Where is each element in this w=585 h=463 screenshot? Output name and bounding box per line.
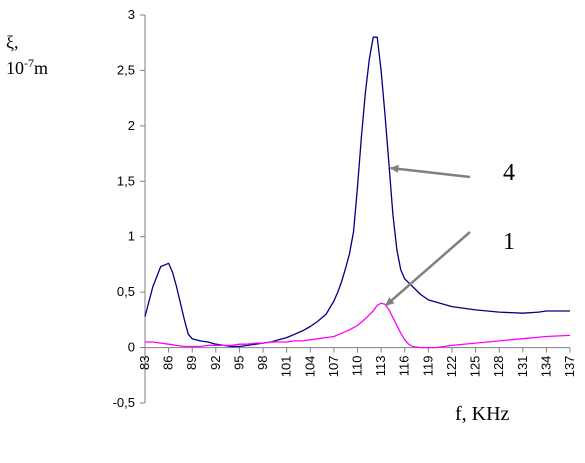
x-tick-label: 119 xyxy=(420,356,435,377)
x-tick-label: 98 xyxy=(255,356,270,370)
x-tick-label: 116 xyxy=(397,356,412,377)
x-tick-label: 107 xyxy=(326,356,341,378)
x-tick-label: 131 xyxy=(515,356,530,378)
series-group xyxy=(144,36,571,349)
y-tick-label: 2,5 xyxy=(117,62,135,77)
annotation-label-1: 1 xyxy=(503,229,515,255)
x-tick-label: 128 xyxy=(491,356,506,378)
series-line-1 xyxy=(145,302,571,349)
x-tick-label: 89 xyxy=(184,356,199,370)
y-tick-label: 0,5 xyxy=(117,284,135,299)
x-tick-label: 95 xyxy=(231,356,246,370)
x-tick-label: 113 xyxy=(373,356,388,377)
y-tick-label: 1 xyxy=(128,229,135,244)
annotations: 41 xyxy=(385,160,515,307)
y-tick-label: 0 xyxy=(128,340,135,355)
annotation-label-4: 4 xyxy=(503,160,515,186)
y-tick-label: 3 xyxy=(128,7,135,22)
annotation-arrow-1 xyxy=(385,231,471,307)
y-axis-symbol: ξ, xyxy=(6,32,19,52)
annotation-arrow-4 xyxy=(389,164,471,179)
x-tick-label: 125 xyxy=(468,356,483,378)
x-tick-label: 122 xyxy=(444,356,459,378)
x-tick-label: 83 xyxy=(137,356,152,370)
x-tick-label: 137 xyxy=(562,356,577,378)
y-axis-unit: 10-7m xyxy=(6,56,48,78)
x-tick-label: 101 xyxy=(279,356,294,378)
x-axis-label: f, KHz xyxy=(455,403,510,425)
y-axis-unit-suffix: m xyxy=(34,58,48,78)
y-tick-label: 1,5 xyxy=(117,173,135,188)
x-tick-label: 134 xyxy=(538,356,553,378)
y-axis-unit-base: 10 xyxy=(6,58,24,78)
y-tick-label: -0,5 xyxy=(113,395,135,410)
x-tick-label: 104 xyxy=(302,356,317,378)
y-axis-unit-exponent: -7 xyxy=(24,56,34,70)
x-tick-label: 110 xyxy=(350,356,365,377)
y-tick-label: 2 xyxy=(128,118,135,133)
x-tick-label: 92 xyxy=(208,356,223,370)
x-tick-label: 86 xyxy=(161,356,176,370)
series-line-4 xyxy=(144,36,570,348)
